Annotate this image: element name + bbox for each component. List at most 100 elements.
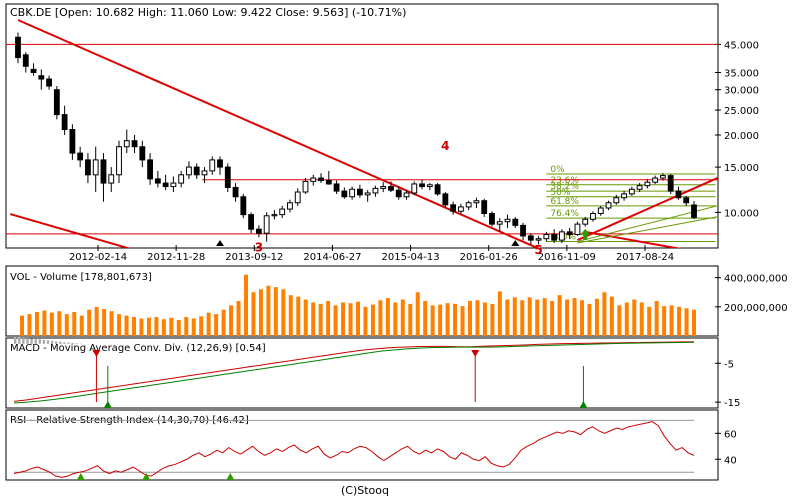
macd-panel-frame bbox=[5, 337, 719, 409]
volume-bar bbox=[632, 299, 637, 336]
rsi-buy-marker bbox=[226, 473, 235, 480]
volume-bar bbox=[87, 309, 92, 336]
candle-body bbox=[582, 218, 589, 225]
macd-histogram-bar bbox=[59, 341, 62, 344]
volume-bar bbox=[34, 311, 39, 336]
volume-bar bbox=[206, 312, 211, 336]
volume-bar bbox=[64, 314, 69, 336]
volume-bar bbox=[430, 305, 435, 336]
price-chart-title: CBK.DE [Open: 10.682 High: 11.060 Low: 9… bbox=[10, 6, 406, 19]
price-y-tick-label: 35.000 bbox=[724, 68, 759, 79]
macd-buy-marker bbox=[103, 401, 112, 408]
volume-bar bbox=[624, 302, 629, 336]
candle-body bbox=[154, 178, 161, 184]
macd-histogram-bar bbox=[34, 339, 37, 344]
candle-body bbox=[590, 212, 596, 220]
price-panel-frame bbox=[5, 3, 719, 249]
wave-label: 3 bbox=[255, 240, 263, 254]
candle-body bbox=[356, 188, 363, 196]
price-x-tick-label: 2014-06-27 bbox=[303, 252, 361, 263]
volume-bar bbox=[475, 300, 480, 336]
volume-bar bbox=[303, 299, 308, 336]
volume-bar bbox=[244, 274, 248, 336]
candle-body bbox=[92, 159, 99, 176]
volume-bar bbox=[370, 304, 375, 336]
volume-bar bbox=[356, 301, 360, 336]
candle-body bbox=[411, 183, 418, 194]
volume-bar bbox=[565, 299, 570, 336]
volume-bar bbox=[169, 317, 174, 336]
volume-bar bbox=[482, 302, 487, 336]
candle-body bbox=[527, 235, 534, 241]
candle-body bbox=[325, 180, 332, 185]
candle-body bbox=[341, 190, 348, 198]
volume-bar bbox=[393, 302, 398, 336]
volume-bar bbox=[176, 319, 181, 336]
candle-body bbox=[248, 214, 255, 230]
volume-bar bbox=[229, 305, 234, 336]
macd-histogram-bar bbox=[30, 338, 33, 344]
price-y-tick-label: 20.000 bbox=[724, 131, 759, 142]
volume-bar bbox=[639, 302, 644, 336]
volume-bar bbox=[445, 303, 450, 336]
volume-bar bbox=[385, 298, 390, 336]
volume-bar bbox=[333, 305, 338, 336]
candle-body bbox=[240, 196, 247, 216]
candle-body bbox=[465, 202, 472, 208]
price-x-tick-label: 2015-04-13 bbox=[382, 252, 440, 263]
fib-level-label: 61.8% bbox=[550, 197, 579, 207]
volume-bar bbox=[146, 317, 151, 336]
volume-bar bbox=[662, 306, 667, 336]
volume-bar bbox=[72, 311, 77, 336]
volume-bar bbox=[124, 315, 129, 336]
candle-body bbox=[77, 152, 84, 161]
candle-body bbox=[597, 207, 604, 214]
candle-body bbox=[100, 159, 107, 184]
candle-body bbox=[108, 174, 115, 184]
volume-bar bbox=[102, 309, 107, 336]
volume-bar bbox=[79, 315, 84, 336]
candle-body bbox=[457, 206, 464, 212]
candle-body bbox=[123, 140, 130, 148]
candle-body bbox=[116, 146, 122, 176]
candle-body bbox=[481, 200, 488, 214]
price-y-tick-label: 45.000 bbox=[724, 40, 759, 51]
volume-bar bbox=[378, 300, 383, 336]
price-y-tick-label: 30.000 bbox=[724, 86, 759, 97]
candle-body bbox=[644, 181, 651, 187]
candle-body bbox=[217, 159, 223, 168]
volume-bar bbox=[557, 295, 562, 336]
macd-histogram-bar bbox=[26, 338, 29, 344]
candle-body bbox=[426, 184, 433, 188]
macd-histogram-bar bbox=[67, 342, 70, 344]
volume-bar bbox=[318, 303, 323, 336]
volume-bar bbox=[609, 296, 614, 336]
candle-body bbox=[403, 192, 410, 198]
candle-body bbox=[434, 184, 441, 195]
candle-body bbox=[613, 197, 620, 204]
volume-bar bbox=[438, 304, 443, 336]
volume-bar bbox=[326, 301, 331, 336]
trend-line bbox=[577, 216, 718, 244]
fib-level-label: 0% bbox=[550, 165, 565, 175]
volume-bar bbox=[341, 302, 346, 336]
rsi-buy-marker bbox=[142, 473, 151, 480]
candle-body bbox=[318, 177, 324, 182]
candle-body bbox=[15, 36, 21, 59]
candle-body bbox=[139, 146, 146, 161]
volume-bar bbox=[191, 318, 196, 336]
volume-bar bbox=[94, 306, 99, 336]
macd-histogram-bar bbox=[50, 340, 54, 344]
volume-bar bbox=[512, 297, 517, 336]
fib-level-label: 23.6% bbox=[550, 176, 579, 186]
volume-bar bbox=[497, 291, 502, 336]
candle-body bbox=[46, 78, 52, 87]
volume-bar bbox=[214, 314, 219, 336]
volume-bar bbox=[490, 303, 495, 336]
candle-body bbox=[38, 75, 45, 80]
candle-body bbox=[263, 215, 270, 234]
volume-y-tick-label: 400,000,000 bbox=[724, 274, 788, 285]
candle-body bbox=[170, 182, 177, 188]
candle-body bbox=[162, 182, 169, 188]
volume-bar bbox=[535, 299, 540, 336]
